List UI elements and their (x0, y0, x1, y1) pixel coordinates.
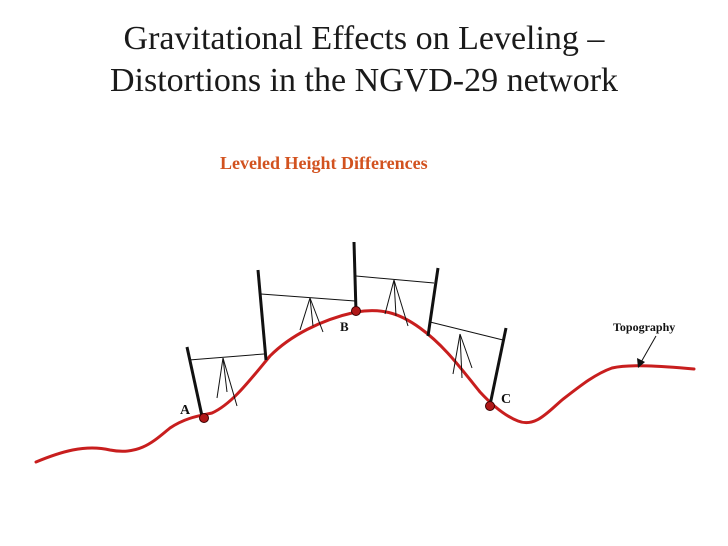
slide-title-line-2: Distortions in the NGVD-29 network (109, 62, 619, 99)
benchmark-c (485, 401, 495, 411)
sight-line-2 (260, 293, 356, 302)
benchmark-b (351, 306, 361, 316)
label-point-b: B (340, 319, 349, 334)
topography-curve (34, 309, 696, 464)
topography-arrowhead (637, 358, 645, 368)
topography-pointer (639, 335, 657, 365)
leveling-rod-3 (352, 241, 358, 313)
slide-title-line-1: Gravitational Effects on Leveling – (123, 20, 605, 57)
label-point-a: A (180, 403, 191, 418)
tripod-2 (299, 297, 324, 333)
benchmark-a (199, 413, 209, 423)
leveling-rod-4 (426, 267, 440, 337)
tripod-3 (384, 279, 409, 327)
label-point-c: C (501, 392, 511, 407)
diagram-subtitle: Leveled Height Differences (220, 153, 428, 173)
tripod-1 (216, 357, 238, 407)
sight-line-4 (429, 321, 504, 341)
sight-line-3 (355, 275, 435, 284)
leveling-rod-1 (185, 346, 204, 417)
sight-line-1 (188, 353, 265, 361)
leveling-rod-5 (488, 327, 508, 406)
leveling-rod-2 (256, 269, 268, 361)
label-topography: Topography (613, 320, 675, 334)
tripod-4 (452, 333, 473, 379)
